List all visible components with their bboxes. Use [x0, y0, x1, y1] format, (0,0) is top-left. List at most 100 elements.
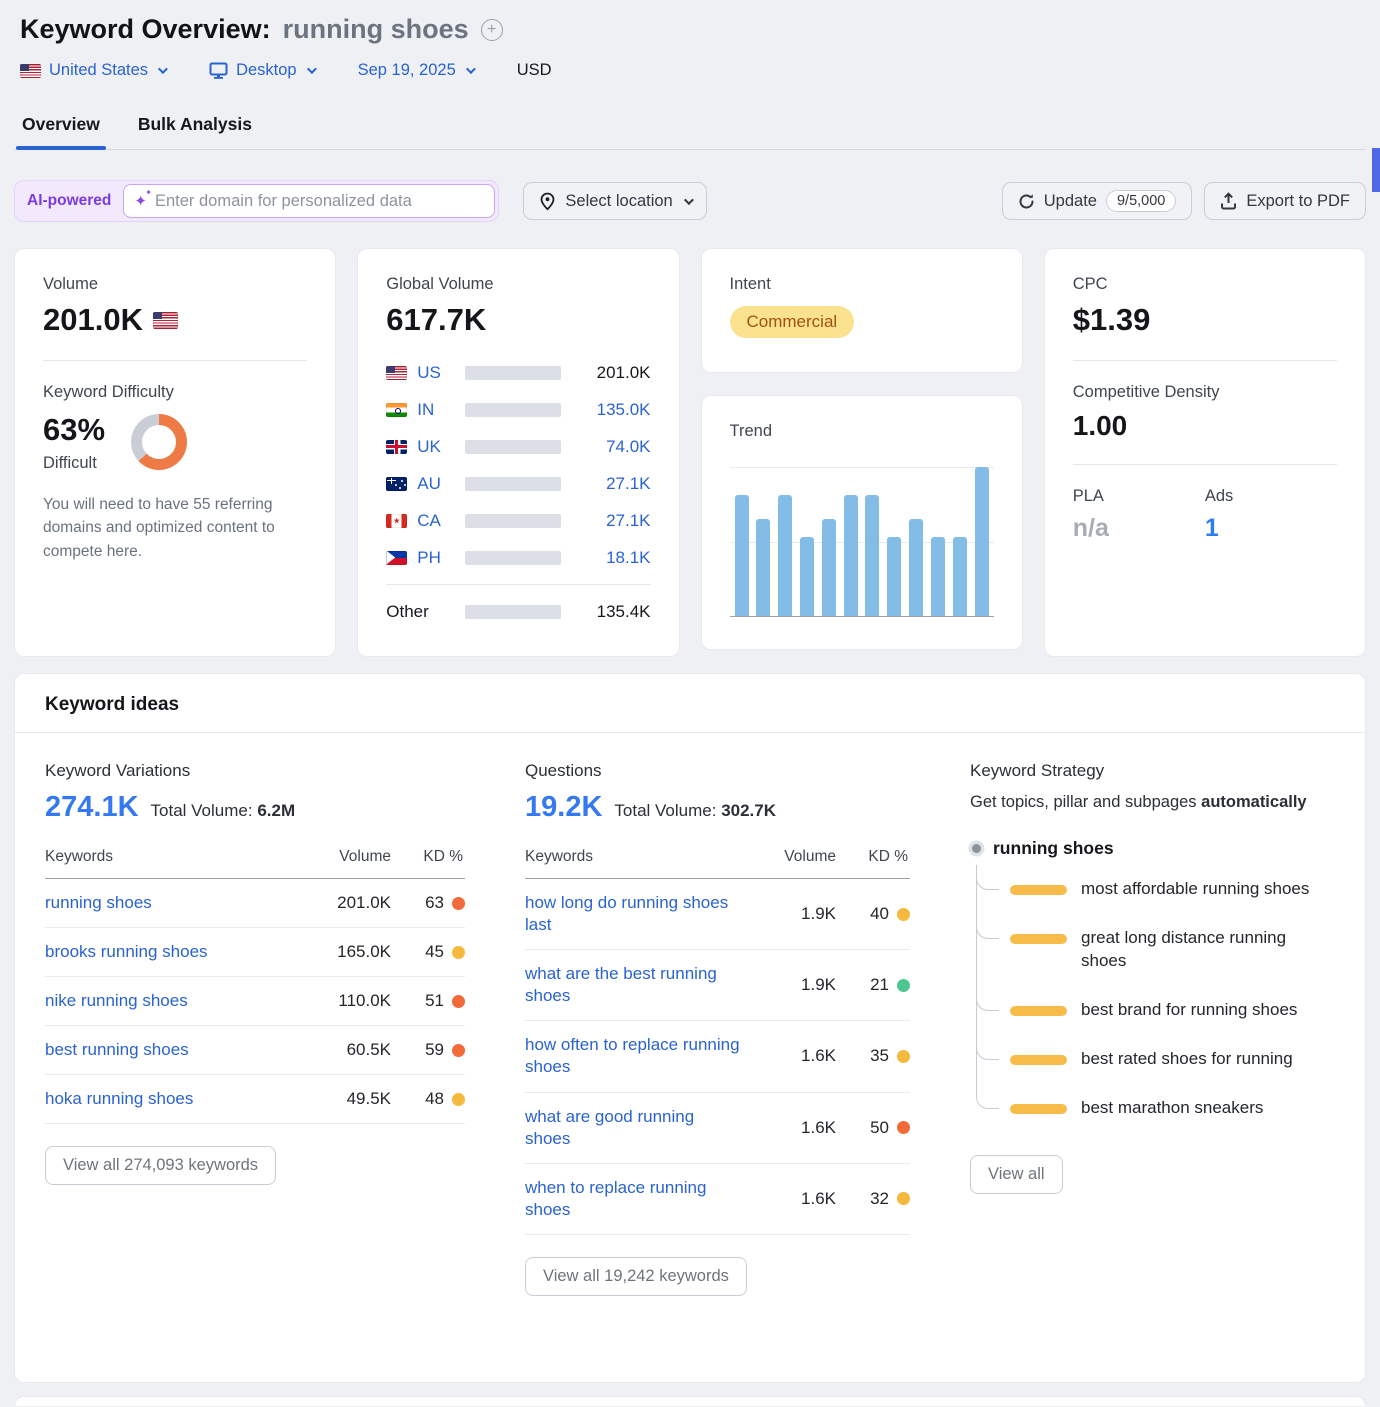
uk-flag-icon — [386, 439, 408, 454]
kd-dot-icon — [897, 1121, 910, 1135]
keyword-volume: 1.9K — [801, 975, 836, 995]
country-code-link[interactable]: UK — [417, 436, 441, 456]
variations-view-all-button[interactable]: View all 274,093 keywords — [45, 1146, 277, 1186]
kd-number: 45 — [425, 942, 444, 962]
volume-label: Volume — [43, 275, 99, 293]
ca-flag-icon — [386, 513, 408, 528]
chevron-down-icon — [465, 64, 476, 75]
trend-bar — [909, 519, 924, 617]
questions-title: Questions — [525, 761, 602, 780]
strategy-subpage: best marathon sneakers — [976, 1083, 1335, 1133]
chevron-down-icon — [158, 64, 168, 75]
intent-badge[interactable]: Commercial — [729, 306, 855, 338]
page-title: Keyword Overview: — [20, 14, 271, 44]
keyword-link[interactable]: how often to replace running shoes — [525, 1035, 740, 1077]
currency-label: USD — [516, 61, 552, 79]
refresh-icon — [1019, 193, 1034, 208]
keyword-link[interactable]: nike running shoes — [45, 991, 188, 1011]
select-location-button[interactable]: Select location — [523, 182, 707, 220]
country-code-link[interactable]: US — [417, 362, 441, 382]
strategy-subpage: most affordable running shoes — [976, 865, 1335, 914]
country-code-link[interactable]: AU — [417, 473, 441, 493]
questions-total-label: Total Volume: — [614, 801, 717, 820]
keyword-link[interactable]: when to replace running shoes — [525, 1177, 707, 1219]
country-volume-value[interactable]: 27.1K — [606, 473, 651, 493]
au-flag-icon — [386, 476, 408, 491]
export-pdf-button[interactable]: Export to PDF — [1204, 182, 1366, 220]
trend-bar — [865, 495, 880, 617]
ads-label: Ads — [1204, 487, 1234, 505]
subpage-label: best rated shoes for running — [1081, 1048, 1293, 1068]
subpage-label: great long distance running shoes — [1081, 927, 1287, 970]
variations-count[interactable]: 274.1K — [45, 791, 139, 823]
ads-value[interactable]: 1 — [1204, 514, 1219, 542]
trend-bar — [778, 495, 793, 617]
table-row: how long do running shoes last 1.9K 40 — [525, 879, 910, 951]
country-volume-value[interactable]: 74.0K — [606, 436, 651, 456]
add-keyword-icon[interactable]: + — [480, 18, 503, 41]
update-button[interactable]: Update 9/5,000 — [1001, 182, 1193, 220]
country-code-link[interactable]: IN — [417, 399, 435, 419]
questions-view-all-button[interactable]: View all 19,242 keywords — [525, 1256, 747, 1296]
volume-value: 201.0K — [43, 302, 143, 337]
country-code-link[interactable]: CA — [417, 510, 441, 530]
cpc-label: CPC — [1072, 275, 1108, 293]
kd-number: 21 — [870, 975, 889, 995]
kd-note: You will need to have 55 referring domai… — [43, 496, 275, 560]
country-volume-value[interactable]: 18.1K — [606, 547, 651, 567]
col-kd: KD % — [868, 848, 908, 865]
keyword-link[interactable]: brooks running shoes — [45, 942, 208, 962]
us-flag-icon — [152, 311, 178, 329]
tab-bar: Overview Bulk Analysis — [14, 106, 1366, 150]
keyword-link[interactable]: best running shoes — [45, 1040, 189, 1060]
trend-bar — [734, 495, 749, 617]
strategy-view-all-button[interactable]: View all — [970, 1154, 1063, 1194]
col-volume: Volume — [339, 848, 391, 865]
keyword-link[interactable]: hoka running shoes — [45, 1089, 194, 1109]
country-volume-value: 201.0K — [596, 362, 651, 382]
kd-number: 63 — [425, 893, 444, 913]
keyword-link[interactable]: running shoes — [45, 893, 152, 912]
kd-number: 32 — [870, 1188, 889, 1208]
pla-label: PLA — [1072, 487, 1104, 505]
export-pdf-label: Export to PDF — [1246, 191, 1350, 210]
volume-card: Volume 201.0K Keyword Difficulty 63% Dif… — [14, 248, 337, 657]
country-code-link[interactable]: PH — [417, 547, 441, 567]
subpage-pill-icon — [1010, 885, 1067, 895]
keyword-volume: 1.6K — [801, 1117, 836, 1137]
kd-value: 63% — [43, 412, 106, 447]
volume-bar — [465, 439, 562, 454]
us-flag-icon — [20, 63, 41, 78]
next-section-edge — [14, 1396, 1366, 1406]
subpage-label: most affordable running shoes — [1081, 879, 1310, 898]
tab-overview[interactable]: Overview — [16, 106, 106, 150]
keyword-link[interactable]: what are the best running shoes — [525, 964, 717, 1006]
country-volume-value[interactable]: 135.0K — [596, 399, 651, 419]
sparkle-icon: ✦ — [134, 188, 151, 210]
keyword-volume: 1.9K — [801, 904, 836, 924]
country-volume-value[interactable]: 27.1K — [606, 510, 651, 530]
scrollbar-thumb[interactable] — [1372, 148, 1380, 192]
subpage-label: best brand for running shoes — [1081, 999, 1298, 1019]
keyword-link[interactable]: what are good running shoes — [525, 1106, 695, 1148]
keyword-volume: 201.0K — [337, 893, 391, 913]
questions-total-value: 302.7K — [721, 801, 777, 820]
questions-count[interactable]: 19.2K — [525, 791, 603, 823]
domain-input[interactable] — [154, 191, 485, 211]
col-kd: KD % — [423, 848, 463, 865]
keyword-link[interactable]: how long do running shoes last — [525, 893, 729, 935]
global-volume-row: US 201.0K — [386, 354, 651, 391]
table-row: how often to replace running shoes 1.6K 35 — [525, 1021, 910, 1093]
subpage-label: best marathon sneakers — [1081, 1097, 1264, 1117]
global-volume-card: Global Volume 617.7K US 201.0K IN 135.0K UK 7… — [357, 248, 680, 657]
keyword-kd: 51 — [391, 991, 465, 1011]
table-row: hoka running shoes 49.5K 48 — [45, 1075, 465, 1125]
date-filter[interactable]: Sep 19, 2025 — [358, 61, 476, 80]
strategy-subtitle: Get topics, pillar and subpages automati… — [970, 793, 1307, 811]
tab-bulk-analysis[interactable]: Bulk Analysis — [137, 114, 252, 134]
country-filter[interactable]: United States — [20, 61, 168, 80]
device-filter[interactable]: Desktop — [209, 61, 317, 80]
trend-label: Trend — [729, 422, 773, 440]
chevron-down-icon — [306, 64, 317, 75]
trend-bar — [974, 467, 989, 617]
